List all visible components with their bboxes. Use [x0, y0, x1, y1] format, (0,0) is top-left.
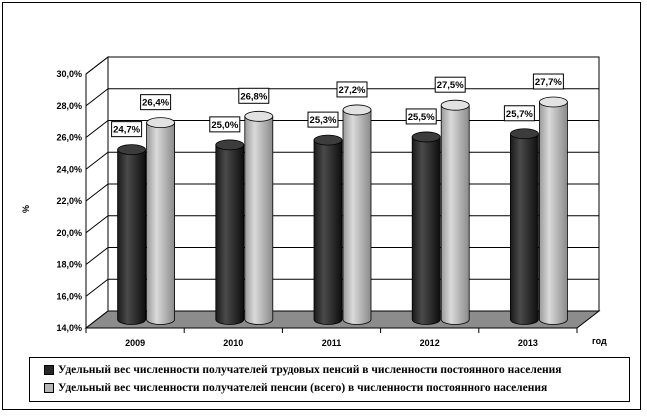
y-axis-ticks: 14,0% 16,0% 18,0% 20,0% 22,0% 24,0% 26,0% 28,0%…: [56, 69, 82, 333]
bar-top: [313, 134, 343, 146]
data-label-text: 24,7%: [113, 125, 140, 136]
data-label-text: 25,7%: [506, 109, 533, 120]
x-tick-label: 2012: [420, 338, 440, 348]
data-labels: 24,7% 26,4% 25,0% 26,8% 25,3% 27,2% 25,5% 27,5%…: [111, 73, 564, 138]
data-label: 27,2%: [336, 81, 368, 98]
gridline-side: [85, 215, 109, 234]
data-label: 25,7%: [503, 105, 535, 122]
data-label-text: 27,7%: [535, 77, 562, 88]
data-label-text: 27,2%: [339, 85, 366, 96]
legend-swatch-2: [44, 383, 54, 393]
bar-body: [146, 122, 175, 325]
bar: [510, 128, 539, 325]
y-axis-label: %: [21, 205, 31, 213]
y-tick-label: 20,0%: [56, 228, 82, 238]
x-tick-label: 2013: [518, 338, 538, 348]
gridline-side: [85, 151, 109, 170]
data-label-box: [209, 116, 241, 133]
bar-top: [244, 110, 274, 122]
data-label: 27,5%: [434, 76, 466, 93]
legend-label-2: Удельный вес численности получателей пен…: [58, 382, 548, 394]
data-label-text: 25,3%: [310, 115, 337, 126]
y-tick-label: 18,0%: [56, 260, 82, 270]
data-label-text: 26,8%: [240, 91, 267, 102]
bar-body: [244, 115, 274, 325]
gridline-side: [85, 183, 109, 202]
data-label-box: [140, 94, 172, 111]
bar-top: [146, 117, 176, 129]
bar-top: [117, 144, 147, 156]
bar-top: [215, 139, 245, 151]
y-tick-label: 14,0%: [56, 323, 82, 333]
y-tick-label: 28,0%: [56, 101, 82, 111]
data-label: 25,0%: [209, 116, 241, 133]
data-label-text: 26,4%: [142, 98, 169, 109]
gridline-side: [85, 56, 109, 75]
bar-top: [342, 104, 372, 116]
bar: [215, 139, 245, 325]
data-label-box: [111, 121, 143, 138]
legend-label-1: Удельный вес численности получателей тру…: [58, 364, 562, 376]
data-label-box: [405, 108, 437, 125]
bar-body: [411, 136, 441, 325]
data-label: 26,4%: [140, 94, 172, 111]
x-tick-label: 2010: [223, 338, 243, 348]
bars: [117, 96, 568, 325]
data-label: 24,7%: [111, 121, 143, 138]
legend-entry-2: Удельный вес численности получателей пен…: [44, 379, 629, 397]
bar-body: [117, 149, 146, 325]
bar-body: [539, 101, 568, 325]
y-tick-label: 26,0%: [56, 133, 82, 143]
legend-swatch-1: [44, 365, 54, 375]
bar-top: [411, 131, 441, 143]
bar-body: [342, 109, 372, 325]
bar-top: [510, 128, 539, 140]
data-label-box: [336, 81, 368, 98]
bar: [244, 110, 274, 325]
data-label: 26,8%: [238, 87, 270, 104]
y-tick-label: 24,0%: [56, 164, 82, 174]
bar: [539, 96, 568, 325]
bar: [342, 104, 372, 325]
gridline-side: [85, 278, 109, 297]
gridline-side: [85, 88, 109, 107]
bar: [440, 99, 470, 325]
x-tick-label: 2009: [125, 338, 145, 348]
legend: Удельный вес численности получателей тру…: [29, 357, 630, 402]
data-label-text: 27,5%: [437, 80, 464, 91]
bar: [313, 134, 343, 325]
data-label-box: [238, 87, 270, 104]
bar: [411, 131, 441, 325]
gridline-side: [85, 120, 109, 138]
data-label-box: [532, 73, 564, 90]
x-axis-label: год: [592, 336, 607, 346]
bar-top: [440, 99, 470, 111]
y-tick-label: 16,0%: [56, 291, 82, 301]
legend-entry-1: Удельный вес численности получателей тру…: [44, 361, 629, 379]
bar-body: [510, 133, 539, 325]
data-label-text: 25,5%: [408, 112, 435, 123]
y-tick-label: 30,0%: [56, 69, 82, 79]
bar: [146, 117, 176, 325]
y-tick-label: 22,0%: [56, 196, 82, 206]
x-tick-label: 2011: [322, 338, 342, 348]
bar-body: [440, 104, 470, 325]
data-label: 25,3%: [307, 111, 339, 128]
data-label-box: [434, 76, 466, 93]
data-label-box: [503, 105, 535, 122]
data-label: 27,7%: [532, 73, 564, 90]
bar-body: [215, 144, 245, 325]
gridline-side: [85, 247, 109, 265]
x-axis-ticks: 2009 2010 2011 2012 2013: [85, 327, 578, 348]
bar-body: [313, 139, 343, 325]
bar: [117, 144, 147, 325]
bar-top: [539, 96, 568, 108]
data-label-box: [307, 111, 339, 128]
data-label-text: 25,0%: [211, 120, 238, 131]
data-label: 25,5%: [405, 108, 437, 125]
